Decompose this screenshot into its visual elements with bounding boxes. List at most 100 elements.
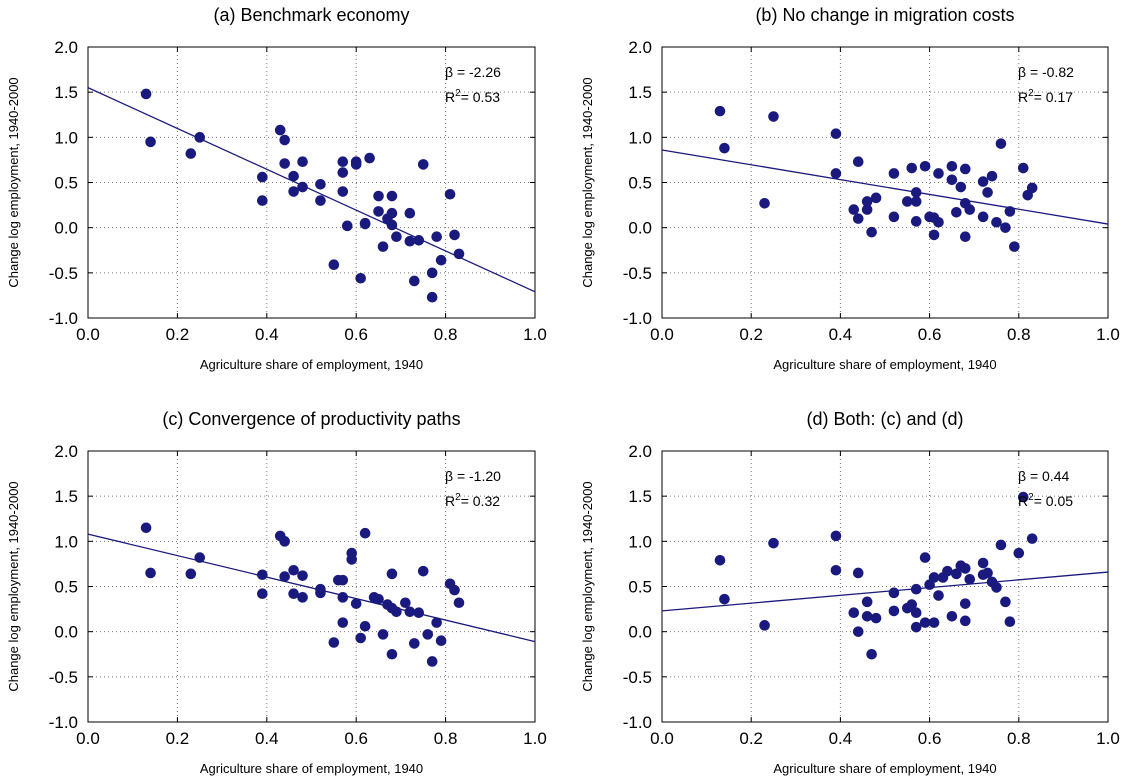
data-point xyxy=(359,217,371,229)
gridlines xyxy=(661,46,1109,319)
x-tick-label: 0.8 xyxy=(434,729,458,748)
data-point xyxy=(982,567,993,579)
beta-annotation: β = 0.44 xyxy=(1018,468,1069,484)
data-point xyxy=(910,216,922,227)
x-tick-label: 0.0 xyxy=(76,729,100,748)
data-point xyxy=(852,626,864,637)
data-point xyxy=(328,259,340,271)
x-tick-label: 0.4 xyxy=(255,325,279,344)
data-point xyxy=(435,254,447,266)
data-point xyxy=(852,156,864,168)
data-point xyxy=(279,158,290,169)
data-point xyxy=(959,231,971,242)
data-point xyxy=(359,527,371,539)
beta-value: -2.26 xyxy=(469,64,501,80)
data-point xyxy=(888,587,900,599)
beta-annotation: β = -1.20 xyxy=(445,468,501,484)
x-axis-label: Agriculture share of employment, 1940 xyxy=(200,357,423,372)
data-point xyxy=(977,557,989,569)
r2-superscript: 2 xyxy=(455,88,461,99)
y-tick-label: -0.5 xyxy=(49,668,78,687)
data-point xyxy=(145,567,156,579)
beta-annotation: β = -2.26 xyxy=(445,64,501,80)
data-point xyxy=(297,181,308,193)
data-point xyxy=(964,573,976,585)
data-point xyxy=(719,142,730,154)
data-point xyxy=(959,563,971,574)
data-point xyxy=(426,656,438,667)
data-point xyxy=(919,552,931,563)
r2-equals: = xyxy=(1034,89,1046,105)
x-tick-label: 0.0 xyxy=(650,325,674,344)
data-point xyxy=(946,160,958,172)
data-point xyxy=(391,606,402,618)
data-point xyxy=(955,181,967,193)
data-point xyxy=(919,160,931,172)
y-tick-label: 1.0 xyxy=(628,128,652,147)
x-tick-label: 0.6 xyxy=(918,729,942,748)
data-point xyxy=(449,584,460,596)
y-tick-label: -0.5 xyxy=(49,264,78,283)
r2-symbol: R xyxy=(1018,493,1028,509)
data-point xyxy=(991,582,1002,593)
data-point xyxy=(377,629,389,640)
r2-annotation: R2= 0.17 xyxy=(1018,88,1073,105)
data-point xyxy=(409,275,420,287)
data-point xyxy=(861,204,873,215)
data-point xyxy=(942,565,953,577)
x-tick-label: 0.8 xyxy=(434,325,458,344)
data-point xyxy=(861,596,873,608)
data-point xyxy=(417,159,429,170)
data-point xyxy=(719,593,730,605)
data-point xyxy=(1026,182,1038,194)
data-point xyxy=(910,621,922,633)
x-tick-label: 0.4 xyxy=(255,729,279,748)
data-point xyxy=(933,216,944,228)
chart-title: (d) Both: (c) and (d) xyxy=(806,409,963,429)
beta-annotation: β = -0.82 xyxy=(1018,64,1074,80)
data-point xyxy=(453,248,465,260)
y-tick-label: 0.5 xyxy=(54,578,78,597)
y-axis-label: Change log employment, 1940-2000 xyxy=(580,77,595,287)
data-point xyxy=(861,196,873,207)
data-point xyxy=(951,207,962,218)
data-point xyxy=(297,570,308,581)
chart-title: (c) Convergence of productivity paths xyxy=(162,409,460,429)
data-point xyxy=(866,648,877,660)
chart-title: (b) No change in migration costs xyxy=(755,5,1014,25)
y-tick-label: -0.5 xyxy=(623,264,652,283)
data-point xyxy=(977,176,989,187)
data-point xyxy=(986,170,998,182)
x-tick-label: 1.0 xyxy=(1096,729,1120,748)
chart-panel-c: 0.0 0.2 0.4 0.6 0.8 1.0 -1.0 -0.5 0.0 0.5 1.0 1.5 2.… xyxy=(6,409,547,776)
beta-symbol: β = xyxy=(445,468,469,484)
data-point xyxy=(274,124,286,136)
data-point xyxy=(449,229,460,241)
data-point xyxy=(830,168,842,179)
data-point xyxy=(257,588,268,600)
x-tick-label: 0.2 xyxy=(739,325,763,344)
y-tick-label: 0.0 xyxy=(628,219,652,238)
r2-equals: = xyxy=(1034,493,1046,509)
r2-symbol: R xyxy=(445,89,455,105)
data-point xyxy=(355,632,366,644)
data-point xyxy=(364,152,375,164)
r2-value: 0.17 xyxy=(1046,89,1073,105)
y-tick-label: -0.5 xyxy=(623,668,652,687)
r2-equals: = xyxy=(461,89,473,105)
data-point xyxy=(422,629,434,640)
data-point xyxy=(288,186,299,197)
data-point xyxy=(431,617,442,628)
x-tick-label: 0.4 xyxy=(829,325,853,344)
data-point xyxy=(404,606,416,618)
data-point xyxy=(404,207,416,219)
y-tick-label: 1.5 xyxy=(54,83,78,102)
r2-annotation: R2= 0.53 xyxy=(445,88,500,105)
beta-symbol: β = xyxy=(1018,468,1042,484)
data-point xyxy=(185,148,197,159)
plot-frame xyxy=(87,46,536,319)
data-point xyxy=(350,159,362,170)
y-tick-label: -1.0 xyxy=(623,309,652,328)
x-tick-label: 0.6 xyxy=(344,325,368,344)
data-point xyxy=(288,588,299,600)
